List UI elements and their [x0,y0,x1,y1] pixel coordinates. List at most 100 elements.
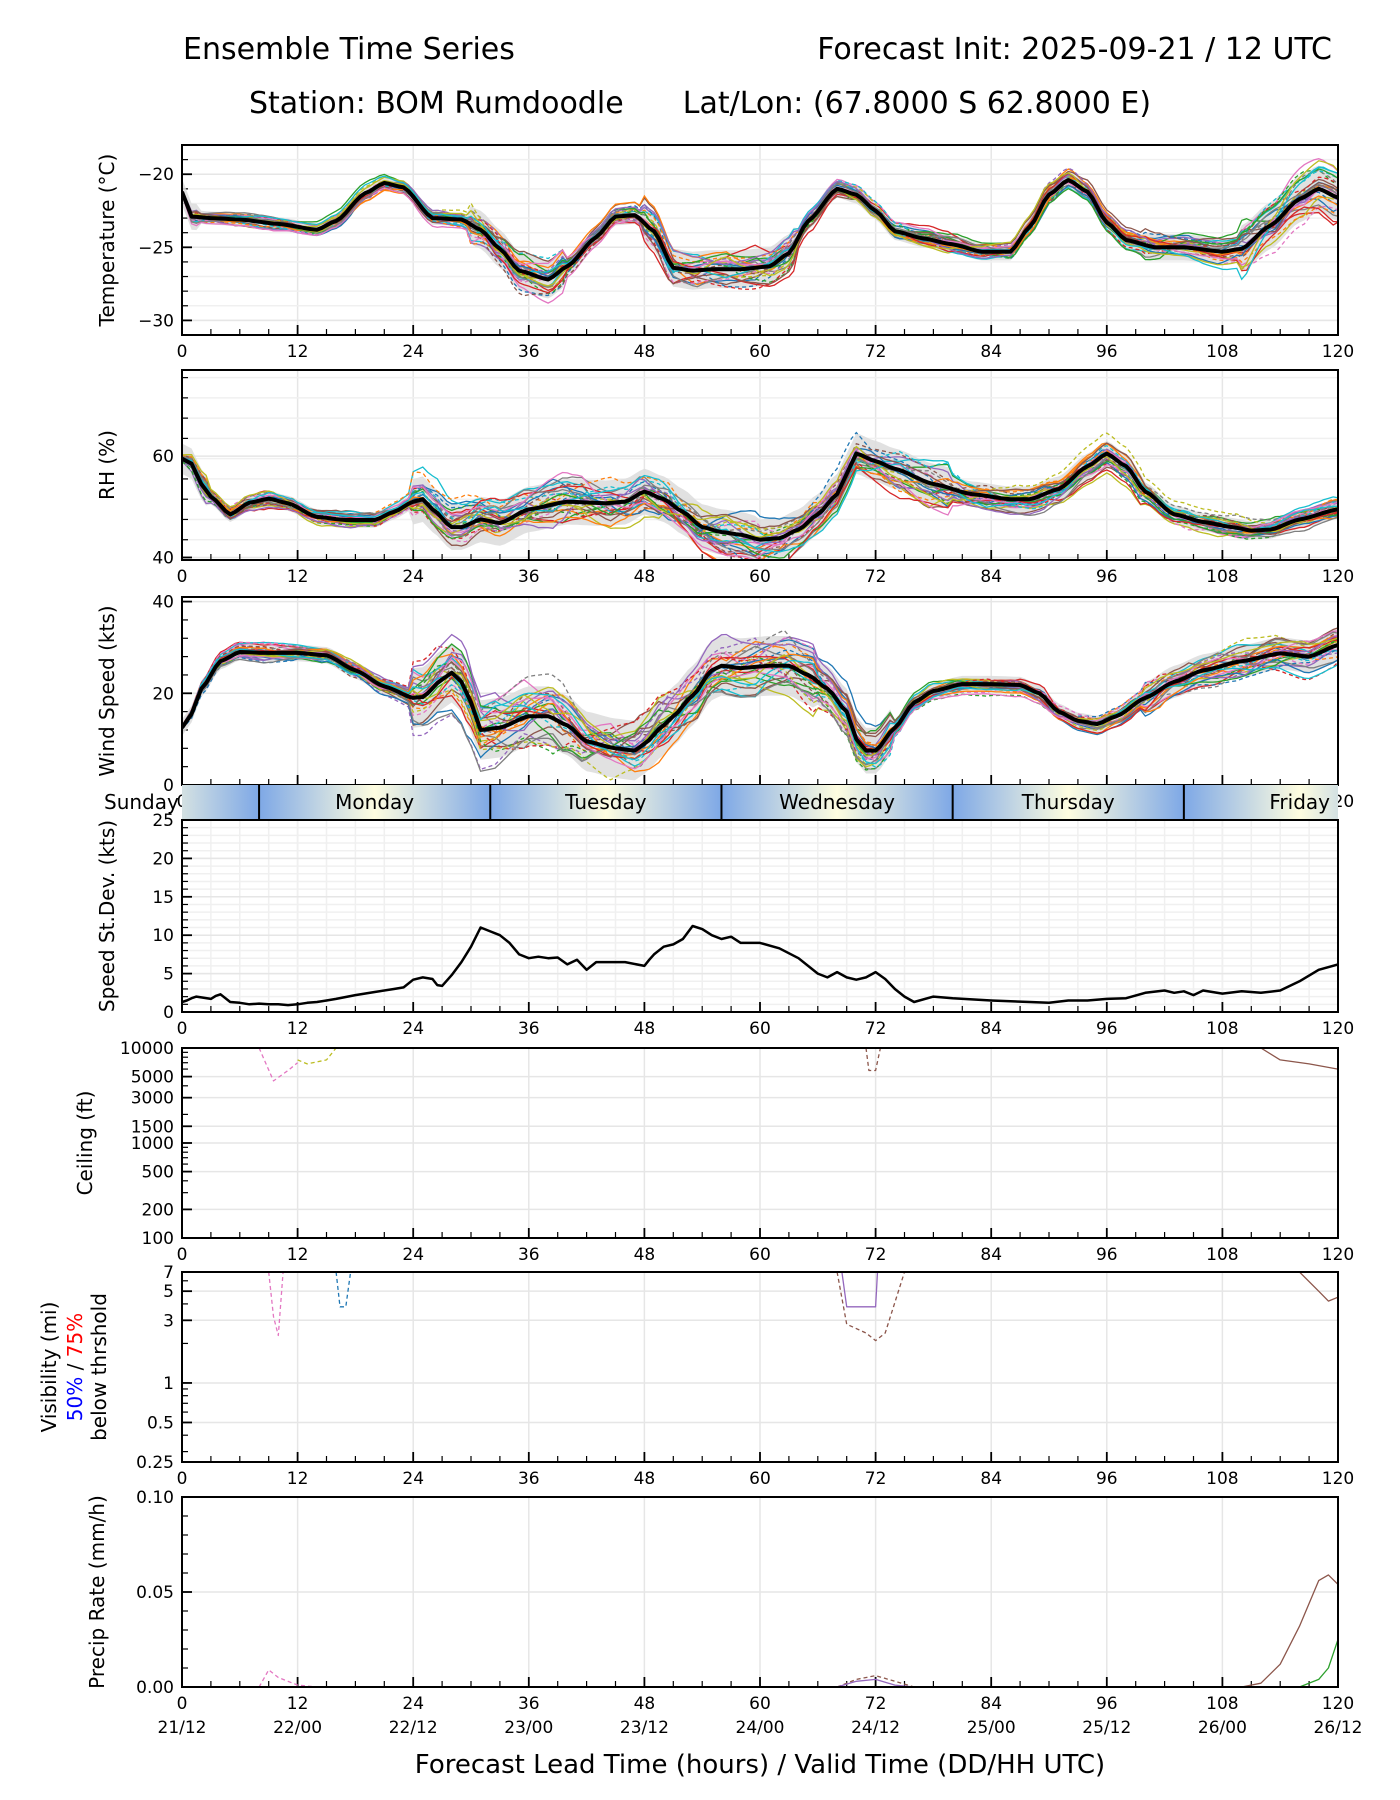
y-tick-label: −25 [138,238,174,258]
y-tick-label: 0.00 [136,1678,174,1698]
ensemble-member-line [182,449,1338,536]
x-tick-label: 0 [177,342,188,362]
ensemble-member-line [836,1272,906,1342]
threshold-50-label: 50% [63,1377,87,1421]
x-tick-label: 12 [287,342,309,362]
y-tick-label: 200 [142,1200,174,1220]
y-axis-label: Ceiling (ft) [73,1091,97,1196]
x-tick-label: 96 [1096,1019,1118,1039]
y-tick-label: 1500 [131,1117,174,1137]
plot-frame [181,1496,1339,1688]
forecast-init: Forecast Init: 2025-09-21 / 12 UTC [817,32,1332,67]
x-tick-label: 72 [865,342,887,362]
ensemble-member-line [1299,1639,1338,1687]
ensemble-member-line [182,645,1338,756]
x-tick-label: 36 [518,1469,540,1489]
ensemble-member-line [182,647,1338,768]
x-tick-label: 72 [865,1245,887,1265]
day-label-tuesday: Tuesday [564,790,647,814]
plot-frame [181,1047,1339,1239]
ensemble-member-line [182,442,1338,535]
day-segment [259,785,491,820]
ensemble-member-line [182,450,1338,533]
y-tick-label: 5000 [131,1068,174,1088]
ensemble-member-line [182,637,1338,757]
y-tick-label: 1000 [131,1134,174,1154]
x-tick-label: 84 [980,1469,1002,1489]
ensemble-member-line [182,457,1338,560]
ensemble-mean-line [182,451,1338,542]
plot-area [258,1048,1338,1082]
stdev-line [182,924,1338,1007]
ensemble-member-line [1241,1574,1338,1687]
station-info: Station: BOM Rumdoodle Lat/Lon: (67.8000… [0,86,1400,121]
x-tick-label: 48 [634,1245,656,1265]
y-tick-label: 0 [163,1003,174,1023]
plot-frame [181,369,1339,561]
x-tick-time-label: 26/00 [1198,1718,1247,1738]
ensemble-member-line [182,445,1338,538]
x-tick-label: 0 [177,1469,188,1489]
station-name: Station: BOM Rumdoodle [248,86,624,121]
y-tick-label: 5 [163,1282,174,1302]
x-tick-label: 84 [980,342,1002,362]
plot-area [258,1574,1338,1687]
y-tick-label: 20 [152,684,174,704]
y-tick-label: 0.05 [136,1583,174,1603]
x-tick-label: 60 [749,1019,771,1039]
plot-area [182,158,1338,304]
x-tick-label: 0 [177,1245,188,1265]
x-tick-label: 36 [518,1694,540,1714]
ensemble-member-line [268,1272,284,1337]
y-tick-label: 0.25 [136,1453,174,1473]
y-tick-label: 25 [152,811,174,831]
x-tick-label: 12 [287,1245,309,1265]
y-axis-label: Visibility (mi) [37,1302,61,1433]
plot-area [268,1272,1338,1342]
x-tick-label: 120 [1322,342,1354,362]
day-segment [182,785,260,820]
y-tick-label: 40 [152,593,174,613]
threshold-75-label: 75% [63,1313,87,1357]
day-band: Sunday Monday Tuesday Wednesday Thursday Frid… [104,785,1339,821]
x-tick-label: 96 [1096,1469,1118,1489]
y-axis-label: Temperature (°C) [95,154,119,328]
ensemble-member-line [841,1272,879,1308]
x-tick-label: 108 [1206,1469,1238,1489]
x-tick-label: 24 [402,1694,424,1714]
plot-area [182,431,1338,560]
x-tick-label: 0 [177,1694,188,1714]
x-tick-label: 84 [980,567,1002,587]
x-tick-time-label: 25/00 [967,1718,1016,1738]
y-axis-label: Precip Rate (mm/h) [85,1495,109,1689]
ensemble-member-line [182,643,1338,759]
y-tick-label: −30 [138,311,174,331]
x-tick-label: 12 [287,1694,309,1714]
x-tick-label: 120 [1322,1469,1354,1489]
x-tick-label: 72 [865,567,887,587]
x-tick-label: 48 [634,1019,656,1039]
x-tick-label: 72 [865,1019,887,1039]
y-tick-label: 3000 [131,1089,174,1109]
x-tick-label: 84 [980,1694,1002,1714]
ensemble-member-line [297,1048,337,1065]
y-axis-label: RH (%) [95,430,119,500]
y-tick-label: 0.5 [147,1413,174,1433]
x-tick-label: 60 [749,1245,771,1265]
x-tick-label: 12 [287,567,309,587]
y-tick-label: 5 [163,965,174,985]
x-tick-label: 120 [1322,567,1354,587]
y-tick-label: 100 [142,1229,174,1249]
panel-rh: 40 60 0 12 24 36 48 60 72 84 96 108 120 RH (%) [95,369,1354,587]
panel-temperature: −30 −25 −20 0 12 24 36 48 60 72 84 96 108 120 Temperat… [95,144,1354,362]
y-axis-label: Speed St.Dev. (kts) [95,820,119,1012]
day-label-thursday: Thursday [1021,790,1115,814]
x-tick-time-label: 22/12 [389,1718,438,1738]
y-tick-label: 10 [152,926,174,946]
panel-speed-stdev: 0 5 10 15 20 25 0 12 24 36 48 60 72 84 96 108 120 Speed S… [95,811,1354,1039]
plot-area [182,924,1338,1007]
x-tick-label: 12 [287,1469,309,1489]
x-tick-label: 0 [177,567,188,587]
x-tick-time-label: 26/12 [1314,1718,1363,1738]
